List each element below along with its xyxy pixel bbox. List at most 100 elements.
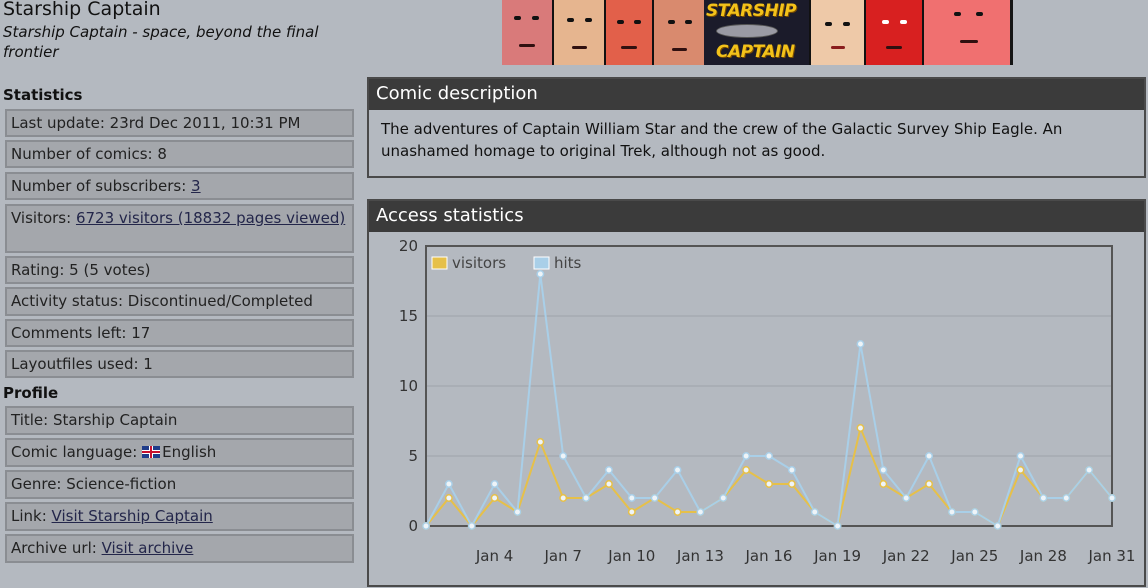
hits-point [970,508,979,516]
visitors-point [490,494,499,502]
visitors-point [765,480,773,488]
stat-subscribers: Number of subscribers: 3 [5,172,354,200]
profile-genre: Genre: Science-fiction [5,470,354,499]
hits-point [719,494,728,502]
character-face-icon [809,0,864,65]
visitors-point [444,494,453,502]
profile-language-value: English [162,443,217,461]
hits-point [444,480,453,488]
hits-line [425,273,1113,529]
plot-frame [425,245,1113,527]
access-statistics-chart: 0 5 10 15 20 Jan 4 Jan 7 Jan 10 Jan 13 Jan 16 Jan … [399,237,1136,565]
hits-point [467,522,476,530]
visitors-legend-swatch [431,256,448,270]
stat-last-update: Last update: 23rd Dec 2011, 10:31 PM [5,109,354,137]
page-subtitle: Starship Captain - space, beyond the fin… [3,23,319,61]
visitors-point [879,480,888,488]
character-face-icon [552,0,604,65]
visitors-legend-label: visitors [452,254,506,272]
y-tick-label: 10 [399,377,418,395]
y-tick-label: 5 [408,447,418,465]
hits-point [993,522,1002,530]
x-tick-label: Jan 25 [950,547,998,565]
character-face-icon [652,0,704,65]
visitors-point [1016,466,1025,474]
visitors-point [559,494,568,502]
x-tick-label: Jan 10 [607,547,655,565]
visitors-point [536,438,545,446]
character-face-icon [864,0,922,65]
y-tick-label: 0 [408,517,418,535]
hits-point [422,522,430,530]
profile-language: Comic language: English [5,438,354,467]
stat-visitors-label: Visitors: [11,209,76,227]
logo-text-line1: STARSHIP [706,1,797,21]
stat-layoutfiles-used: Layoutfiles used: 1 [5,350,354,378]
hits-point [513,508,522,516]
visitors-point [925,480,934,488]
visit-archive-link[interactable]: Visit archive [101,539,194,557]
stat-subscribers-label: Number of subscribers: [11,177,192,195]
hits-point [1108,494,1116,502]
x-tick-label: Jan 13 [676,547,724,565]
hits-point [559,452,568,460]
subscribers-link[interactable]: 3 [191,177,201,195]
hits-point [490,480,499,488]
hits-point [765,452,773,460]
x-tick-label: Jan 7 [543,547,581,565]
profile-link: Link: Visit Starship Captain [5,502,354,531]
hits-point [1062,494,1071,502]
character-face-icon [922,0,1010,65]
visitors-point [787,480,796,488]
x-tick-label: Jan 19 [813,547,861,565]
stat-number-of-comics: Number of comics: 8 [5,140,354,168]
starship-icon [716,24,778,38]
profile-archive-url: Archive url: Visit archive [5,534,354,563]
hits-point [879,466,888,474]
stat-rating: Rating: 5 (5 votes) [5,256,354,284]
hits-point [833,522,842,530]
stat-activity-status: Activity status: Discontinued/Completed [5,287,354,316]
x-tick-label: Jan 16 [745,547,793,565]
hits-point [604,466,613,474]
hits-point [810,508,819,516]
profile-link-label: Link: [11,507,52,525]
banner-image[interactable]: STARSHIP CAPTAIN [502,0,1013,65]
statistics-heading: Statistics [3,86,83,104]
page-title: Starship Captain [3,0,161,20]
character-face-icon [604,0,652,65]
x-tick-label: Jan 31 [1088,547,1136,565]
hits-point [536,270,545,278]
visitors-point [742,466,751,474]
hits-legend-swatch [533,256,550,270]
comic-description-heading: Comic description [369,79,1144,110]
profile-title: Title: Starship Captain [5,406,354,435]
x-tick-label: Jan 22 [882,547,930,565]
stat-comments-left: Comments left: 17 [5,319,354,347]
visitors-point [627,508,636,516]
access-statistics-panel: Access statistics 0 5 10 15 20 Jan 4 Jan 7 Jan … [367,199,1146,587]
profile-archive-label: Archive url: [11,539,102,557]
access-statistics-heading: Access statistics [369,201,1144,232]
hits-point [742,452,751,460]
visitors-point [604,480,613,488]
hits-point [650,494,659,502]
hits-point [696,508,705,516]
hits-point [582,494,591,502]
hits-point [947,508,956,516]
visitors-point [673,508,682,516]
hits-legend-label: hits [554,254,582,272]
logo-text-line2: CAPTAIN [716,42,795,62]
hits-point [787,466,796,474]
visit-comic-link[interactable]: Visit Starship Captain [51,507,213,525]
profile-language-label: Comic language: [11,443,143,461]
hits-point [925,452,934,460]
y-tick-label: 15 [399,307,418,325]
character-face-icon [502,0,552,65]
hits-point [673,466,682,474]
hits-point [1039,494,1048,502]
visitors-link[interactable]: 6723 visitors (18832 pages viewed) [75,209,346,227]
comic-description-panel: Comic description The adventures of Capt… [367,77,1146,178]
hits-point [1016,452,1025,460]
profile-heading: Profile [3,384,59,402]
